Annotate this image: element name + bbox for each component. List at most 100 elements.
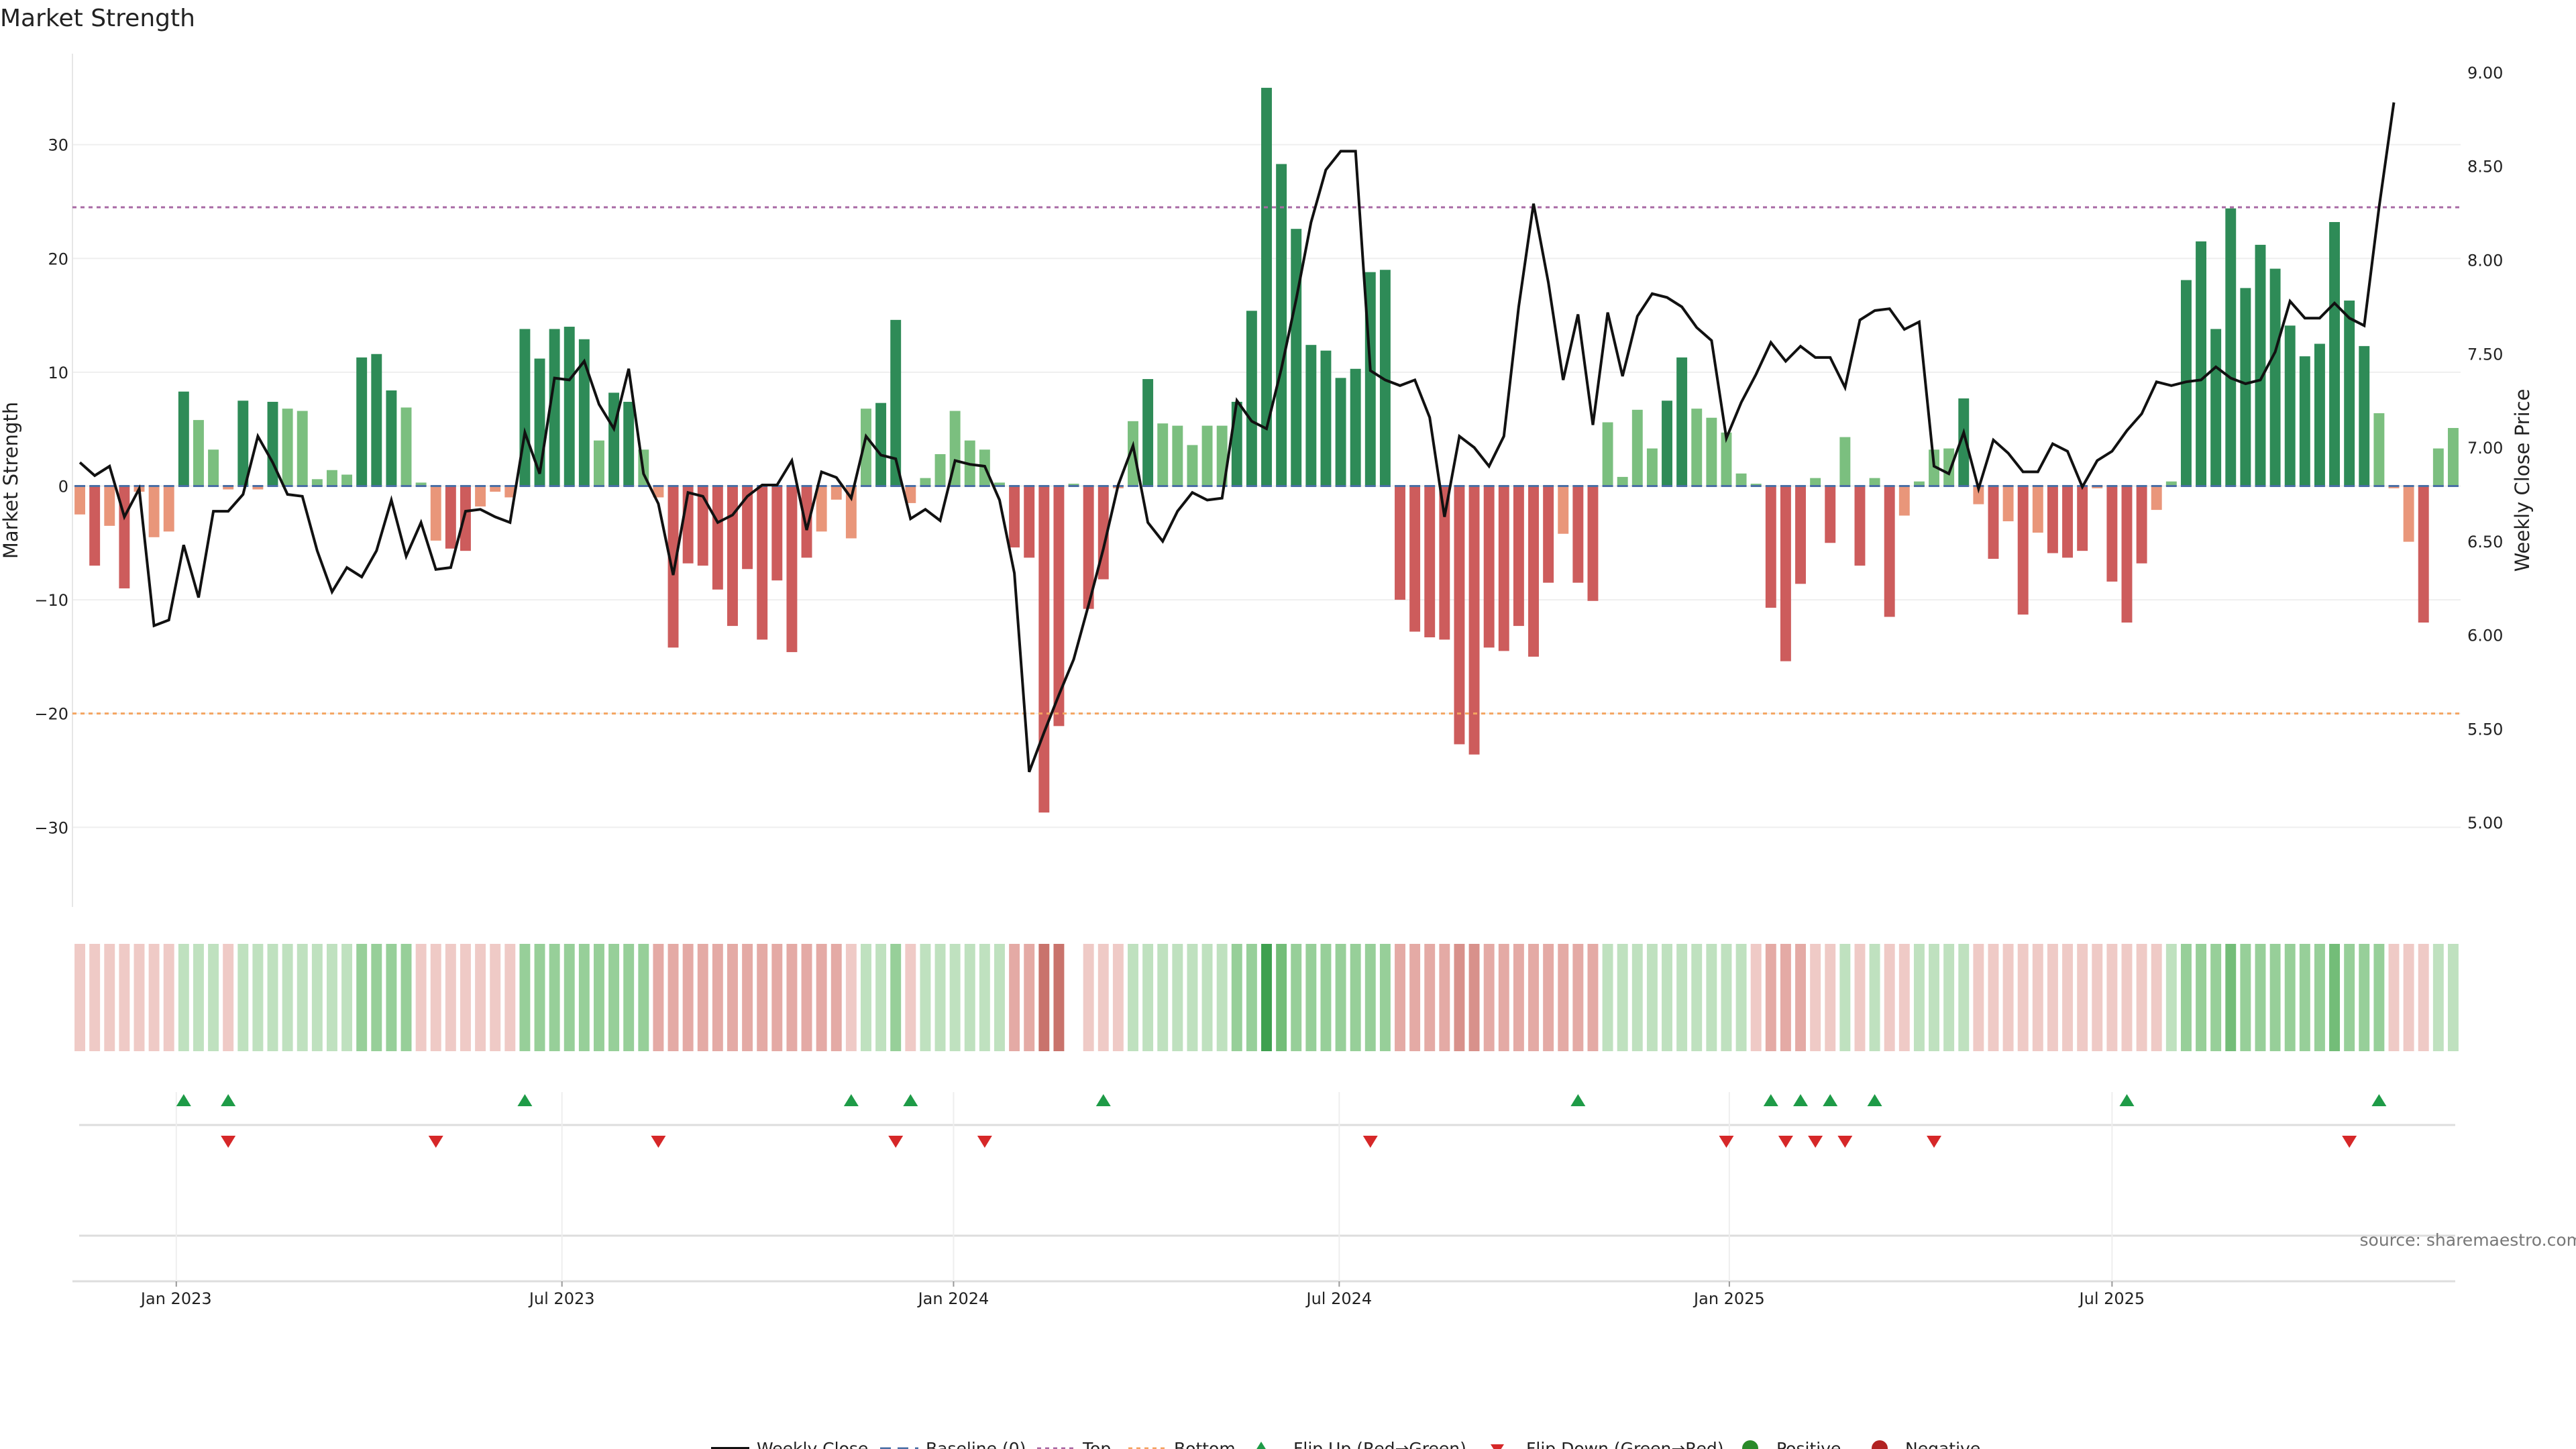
strength-bar <box>1468 486 1480 755</box>
left-tick-label: −10 <box>34 591 68 610</box>
heat-cell <box>2240 944 2251 1051</box>
right-tick-label: 7.50 <box>2467 345 2503 364</box>
heat-cell <box>1483 944 1495 1051</box>
heat-cell <box>1498 944 1509 1051</box>
heat-cell <box>297 944 308 1051</box>
strength-bar <box>608 392 620 486</box>
heat-cell <box>460 944 471 1051</box>
heat-cell <box>1424 944 1436 1051</box>
strength-bar <box>920 478 931 486</box>
strength-bar <box>1884 486 1895 617</box>
heat-cell <box>1558 944 1569 1051</box>
strength-bar <box>1662 400 1672 486</box>
heat-cell <box>2314 944 2325 1051</box>
heat-cell <box>771 944 783 1051</box>
heat-cell <box>1662 944 1672 1051</box>
strength-bar <box>830 486 842 500</box>
heat-cell <box>2180 944 2192 1051</box>
heat-cell <box>311 944 323 1051</box>
strength-bar <box>267 401 278 486</box>
strength-bar <box>356 357 368 486</box>
strength-bar <box>1498 486 1509 651</box>
heat-cell <box>2418 944 2429 1051</box>
flip-down-marker <box>221 1136 236 1148</box>
heat-cell <box>104 944 115 1051</box>
strength-bar <box>549 329 560 486</box>
heat-cell <box>2329 944 2341 1051</box>
strength-bar <box>1839 437 1851 486</box>
heat-cell <box>1706 944 1717 1051</box>
heat-cell <box>1543 944 1554 1051</box>
legend: Weekly Close Baseline (0) Top Bottom Fli… <box>711 1439 1980 1449</box>
strength-bar <box>2329 222 2341 486</box>
strength-bar <box>297 411 308 486</box>
flip-up-marker <box>221 1094 236 1106</box>
heat-cell <box>1765 944 1776 1051</box>
strength-bar <box>2210 329 2222 486</box>
heat-cell <box>1691 944 1703 1051</box>
strength-bar <box>1869 478 1880 486</box>
strength-bar <box>1305 345 1317 486</box>
flip-down-marker <box>1719 1136 1734 1148</box>
strength-bar <box>1721 432 1732 486</box>
strength-bar <box>2077 486 2088 551</box>
heat-cell <box>1631 944 1643 1051</box>
heat-cell <box>1735 944 1747 1051</box>
strength-bar <box>1439 486 1450 640</box>
heat-cell <box>1617 944 1628 1051</box>
strength-bar <box>1543 486 1554 583</box>
heat-cell <box>2032 944 2043 1051</box>
flip-up-marker <box>843 1094 859 1106</box>
heat-cell <box>1750 944 1762 1051</box>
flip-down-marker <box>1837 1136 1853 1148</box>
strength-bar <box>1261 87 1272 486</box>
heat-cell <box>2373 944 2385 1051</box>
heat-cell <box>608 944 620 1051</box>
strength-bar <box>1958 398 1970 486</box>
strength-bar <box>490 486 501 492</box>
heat-cell <box>1350 944 1361 1051</box>
flip-up-marker <box>1095 1094 1111 1106</box>
heat-cell <box>1216 944 1228 1051</box>
heat-cell <box>1379 944 1391 1051</box>
heat-cell <box>1038 944 1050 1051</box>
heat-cell <box>415 944 427 1051</box>
strength-bar <box>1572 486 1584 583</box>
legend-baseline: Baseline (0) <box>926 1439 1026 1449</box>
heat-cell <box>1884 944 1895 1051</box>
heat-cell <box>267 944 278 1051</box>
right-tick-label: 7.00 <box>2467 439 2503 458</box>
heat-cell <box>2062 944 2073 1051</box>
heat-cell <box>1335 944 1346 1051</box>
strength-bar <box>148 486 160 537</box>
x-tick-label: Jul 2024 <box>1305 1289 1373 1308</box>
flip-up-marker <box>1793 1094 1809 1106</box>
strength-bar <box>2299 356 2310 486</box>
x-axis-ticks: Jan 2023 Jul 2023 Jan 2024 Jul 2024 Jan 2025… <box>140 1281 2145 1308</box>
strength-bar <box>326 470 337 486</box>
heat-cell <box>1291 944 1302 1051</box>
heat-cell <box>490 944 501 1051</box>
strength-bar <box>341 474 353 486</box>
heat-cell <box>371 944 382 1051</box>
heat-cell <box>1024 944 1035 1051</box>
strength-bar <box>2240 288 2251 486</box>
x-tick-label: Jan 2025 <box>1693 1289 1765 1308</box>
heat-cell <box>578 944 590 1051</box>
strength-bar <box>237 400 249 486</box>
heat-cell <box>1513 944 1524 1051</box>
flip-down-marker <box>1362 1136 1378 1148</box>
heat-cell <box>623 944 635 1051</box>
heat-cell <box>1795 944 1806 1051</box>
strength-bar <box>771 486 783 581</box>
weekly-close-line <box>78 102 2396 773</box>
strength-bar <box>1691 409 1703 486</box>
strength-bar <box>1142 379 1154 486</box>
strength-bar <box>727 486 738 627</box>
heat-cell <box>1721 944 1732 1051</box>
heat-cell <box>1409 944 1421 1051</box>
strength-bar <box>742 486 753 570</box>
right-tick-label: 6.00 <box>2467 627 2503 645</box>
heat-cell <box>504 944 516 1051</box>
heat-cell <box>341 944 353 1051</box>
